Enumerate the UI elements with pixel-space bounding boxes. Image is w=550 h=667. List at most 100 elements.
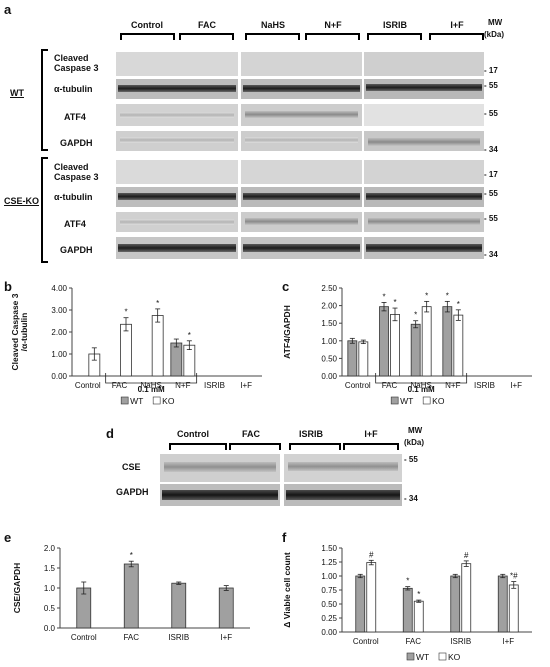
x-tick-label: NaHS	[140, 381, 161, 390]
y-tick-label: 0.50	[321, 600, 337, 609]
x-tick-label: FAC	[382, 381, 398, 390]
y-tick-label: 1.50	[321, 544, 337, 553]
significance-mark: *	[156, 299, 159, 308]
d-mw-34: - 34	[404, 494, 418, 503]
d-mw-55: - 55	[404, 455, 418, 464]
y-tick-label: 1.5	[44, 564, 56, 573]
bar	[450, 575, 461, 633]
x-tick-label: N+F	[445, 381, 460, 390]
significance-mark: *	[124, 308, 127, 317]
d-row-gapdh: GAPDH	[116, 487, 149, 497]
y-tick-label: 0.25	[321, 614, 337, 623]
y-tick-label: 0.00	[321, 372, 337, 381]
x-tick-label: I+F	[502, 637, 514, 646]
y-tick-label: 4.00	[51, 284, 67, 293]
x-tick-label: I+F	[240, 381, 252, 390]
significance-mark: #	[464, 551, 469, 560]
x-tick-label: N+F	[175, 381, 190, 390]
panel-f-letter: f	[282, 530, 287, 545]
y-tick-label: 0.00	[51, 372, 67, 381]
bar	[402, 587, 413, 633]
d-group-if: I+F	[364, 429, 378, 439]
legend-swatch-ko	[438, 652, 447, 661]
chart-e: 0.0 0.5 1.0 1.5 2.0 CSE/GAPDH Control FAC * ISRIB…	[12, 544, 250, 642]
significance-mark: *	[417, 590, 420, 599]
row-label-ko-cleaved-caspase3: Cleaved Caspase 3	[54, 162, 99, 182]
d-group-fac: FAC	[242, 429, 260, 439]
panel-a-brackets	[41, 33, 484, 263]
mw-wt-17: - 17	[484, 66, 498, 75]
y-tick-label: 1.0	[44, 584, 56, 593]
significance-mark: *	[414, 311, 417, 320]
y-axis-label: ATF4/GAPDH	[282, 305, 292, 359]
y-tick-label: 0.75	[321, 586, 337, 595]
y-tick-label: 0.5	[44, 604, 56, 613]
y-tick-label: 1.50	[321, 319, 337, 328]
bar	[171, 582, 187, 629]
group-label-nf: N+F	[324, 20, 342, 30]
x-tick-label: I+F	[510, 381, 522, 390]
dose-label: 0.1 mM	[408, 385, 435, 394]
dose-label: 0.1 mM	[138, 385, 165, 394]
significance-mark: *	[393, 298, 396, 307]
x-tick-label: ISRIB	[450, 637, 471, 646]
bar	[218, 587, 234, 629]
bar	[453, 314, 464, 377]
legend-swatch-wt	[390, 396, 399, 405]
cse-ko-label: CSE-KO	[4, 196, 40, 206]
y-tick-label: 1.25	[321, 558, 337, 567]
bar	[170, 342, 183, 377]
chart-f: 0.00 0.25 0.50 0.75 1.00 1.25 1.50 Δ Viable cel…	[282, 544, 532, 662]
bar	[347, 340, 358, 377]
bar	[413, 600, 424, 633]
group-label-if: I+F	[450, 20, 464, 30]
bar	[508, 584, 519, 633]
x-tick-label: ISRIB	[204, 381, 225, 390]
mw-wt-55a: - 55	[484, 81, 498, 90]
legend-swatch-ko	[152, 396, 161, 405]
row-label-ko-atf4: ATF4	[64, 219, 86, 229]
x-tick-label: Control	[71, 633, 97, 642]
bar	[123, 563, 139, 629]
mw-ko-17: - 17	[484, 170, 498, 179]
legend-swatch-ko	[422, 396, 431, 405]
y-tick-label: 1.00	[321, 572, 337, 581]
y-tick-label: 2.00	[51, 328, 67, 337]
legend-swatch-wt	[406, 652, 415, 661]
d-row-cse: CSE	[122, 462, 141, 472]
mw-wt-34: - 34	[484, 145, 498, 154]
row-label-wt-atf4: ATF4	[64, 112, 86, 122]
chart-b: 0.00 1.00 2.00 3.00 4.00 Cleaved Caspase 3/α-…	[10, 284, 262, 406]
x-tick-label: Control	[353, 637, 379, 646]
group-label-nahs: NaHS	[260, 20, 285, 30]
legend-label-wt: WT	[416, 652, 429, 662]
significance-mark: *	[425, 291, 428, 300]
y-tick-label: 2.00	[321, 302, 337, 311]
y-tick-label: 3.00	[51, 306, 67, 315]
panel-e-letter: e	[4, 530, 12, 545]
legend-swatch-wt	[120, 396, 129, 405]
bar	[461, 563, 472, 633]
bar	[390, 314, 400, 377]
row-label-ko-gapdh: GAPDH	[60, 245, 93, 255]
bar	[366, 562, 377, 633]
bar	[421, 306, 432, 377]
significance-mark: *	[446, 291, 449, 300]
wt-label: WT	[10, 88, 24, 98]
group-label-isrib: ISRIB	[382, 20, 407, 30]
bar	[410, 323, 421, 377]
significance-mark: *	[382, 292, 385, 301]
significance-mark: *	[406, 577, 409, 586]
mw-label: MW	[488, 18, 503, 27]
bar	[442, 306, 453, 377]
bar	[358, 341, 369, 377]
y-tick-label: 0.50	[321, 354, 337, 363]
mw-wt-55b: - 55	[484, 109, 498, 118]
y-axis-label: CSE/GAPDH	[12, 563, 22, 614]
significance-mark: *#	[510, 572, 518, 581]
legend-label-wt: WT	[400, 396, 413, 406]
x-tick-label: ISRIB	[168, 633, 189, 642]
row-label-wt-alpha-tubulin: α-tubulin	[54, 84, 93, 94]
kda-label: (kDa)	[484, 30, 505, 39]
panel-c-letter: c	[282, 279, 290, 294]
